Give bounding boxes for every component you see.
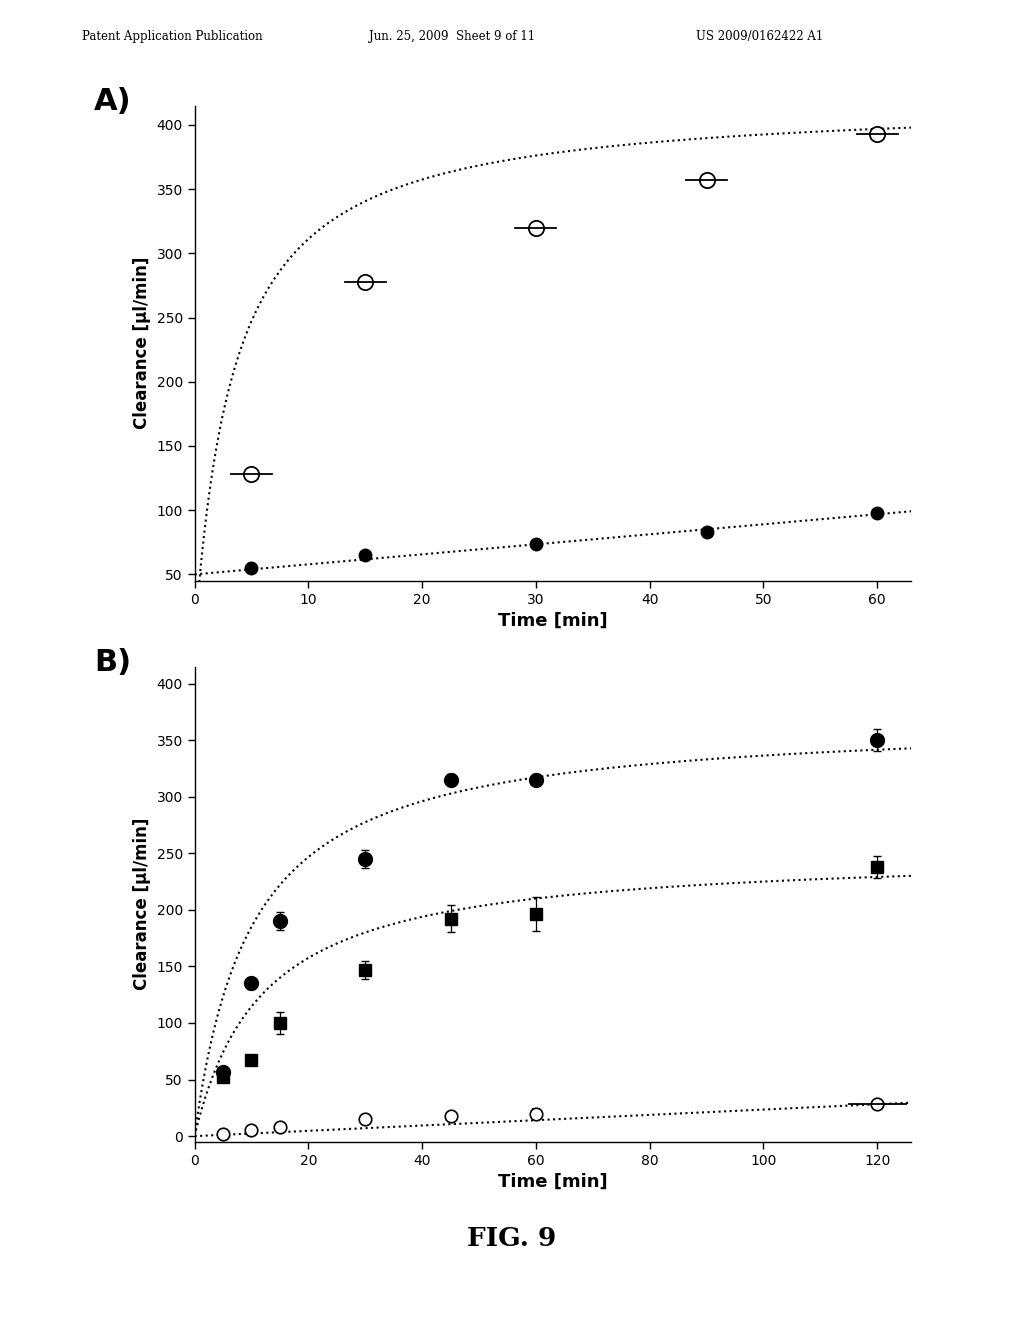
Text: FIG. 9: FIG. 9 xyxy=(467,1226,557,1250)
Text: B): B) xyxy=(94,648,131,677)
Text: Patent Application Publication: Patent Application Publication xyxy=(82,30,262,44)
X-axis label: Time [min]: Time [min] xyxy=(498,1173,608,1191)
Text: US 2009/0162422 A1: US 2009/0162422 A1 xyxy=(696,30,823,44)
Text: Jun. 25, 2009  Sheet 9 of 11: Jun. 25, 2009 Sheet 9 of 11 xyxy=(369,30,535,44)
Y-axis label: Clearance [μl/min]: Clearance [μl/min] xyxy=(133,257,151,429)
Y-axis label: Clearance [μl/min]: Clearance [μl/min] xyxy=(133,818,151,990)
Text: A): A) xyxy=(94,87,132,116)
X-axis label: Time [min]: Time [min] xyxy=(498,612,608,630)
